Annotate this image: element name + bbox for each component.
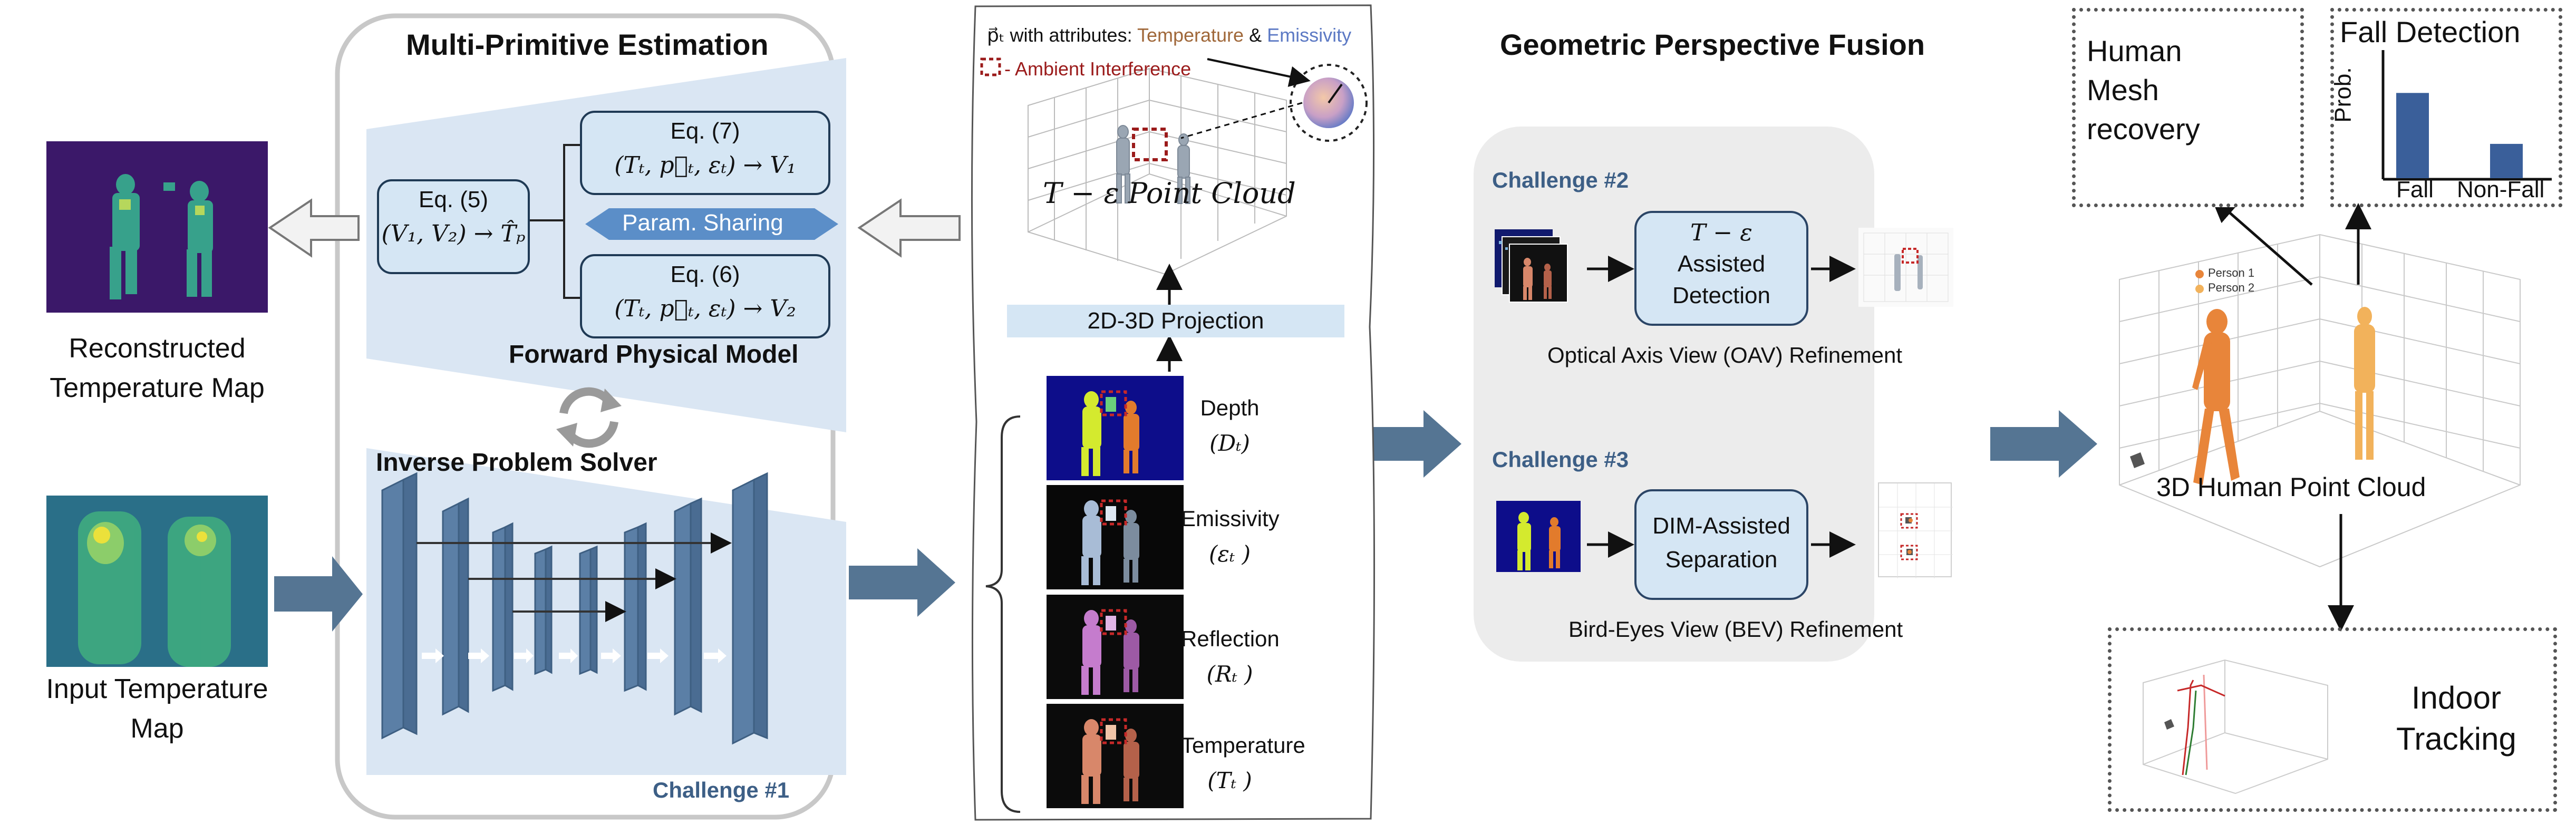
input-caption: Input Temperature Map bbox=[46, 674, 268, 744]
input-arrow-left bbox=[857, 198, 961, 258]
reflection-thumb bbox=[1047, 595, 1184, 699]
fall-xlabel-fall: Fall bbox=[2396, 177, 2434, 202]
network-to-modalities-arrow bbox=[849, 548, 955, 617]
te-point-cloud-plot bbox=[1028, 67, 1287, 275]
temperature-name: Temperature bbox=[1181, 733, 1305, 758]
legend-emissivity: Emissivity bbox=[1267, 24, 1352, 46]
fall-title: Fall Detection bbox=[2340, 15, 2521, 49]
gpf-title: Geometric Perspective Fusion bbox=[1500, 28, 1925, 61]
projection-label: 2D-3D Projection bbox=[1087, 308, 1264, 334]
oav-result-thumb bbox=[1858, 228, 1953, 307]
projection-box: 2D-3D Projection bbox=[1007, 305, 1344, 337]
eq5-box: Eq. (5) (V₁, V₂) → T̂ₚ bbox=[377, 179, 530, 274]
temperature-thumb bbox=[1047, 704, 1184, 808]
te-point-cloud-people bbox=[1116, 125, 1190, 204]
dim-line2: Separation bbox=[1665, 546, 1778, 573]
fall-bar-non-fall bbox=[2490, 143, 2523, 178]
human-point-cloud-plot bbox=[2119, 234, 2521, 568]
reflection-name: Reflection bbox=[1181, 626, 1280, 651]
challenge3-label: Challenge #3 bbox=[1492, 447, 1629, 472]
depth-label: Depth (Dₜ) bbox=[1181, 390, 1279, 461]
emissivity-symbol: (εₜ ) bbox=[1208, 541, 1251, 567]
param-sharing-label: Param. Sharing bbox=[622, 210, 783, 236]
input-temperature-map bbox=[46, 496, 268, 667]
reconstructed-temperature-map bbox=[46, 141, 268, 313]
hmr-panel bbox=[2072, 8, 2304, 207]
person1-point-cloud bbox=[2192, 309, 2240, 485]
eq7-box: Eq. (7) (Tₜ, p⃗ₜ, εₜ) → V₁ bbox=[580, 111, 830, 195]
tracking-label: Indoor Tracking bbox=[2396, 680, 2516, 757]
emissivity-thumb bbox=[1047, 485, 1184, 589]
reconstructed-caption: Reconstructed Temperature Map bbox=[50, 333, 265, 404]
eq5-formula: (V₁, V₂) → T̂ₚ bbox=[381, 220, 526, 247]
te-detection-line3: Detection bbox=[1672, 282, 1770, 308]
pc3d-label: 3D Human Point Cloud bbox=[2156, 472, 2426, 502]
person2-point-cloud bbox=[2354, 307, 2375, 460]
bev-input-thumb bbox=[1496, 501, 1581, 572]
eq6-box: Eq. (6) (Tₜ, p⃗ₜ, εₜ) → V₂ bbox=[580, 254, 830, 338]
legend-amp: & bbox=[1249, 24, 1262, 46]
reflection-symbol: (Rₜ ) bbox=[1206, 661, 1253, 687]
challenge1-label: Challenge #1 bbox=[653, 778, 790, 802]
te-detection-line2: Assisted bbox=[1677, 251, 1766, 277]
depth-name: Depth bbox=[1200, 395, 1260, 420]
param-sharing-arrow bbox=[585, 208, 838, 240]
oav-stack-thumb bbox=[1495, 229, 1574, 308]
zoom-circle bbox=[1290, 64, 1368, 142]
fall-panel bbox=[2330, 8, 2562, 207]
fall-chart-bars bbox=[2396, 93, 2523, 178]
equation-bracket bbox=[527, 144, 580, 299]
bev-result-thumb bbox=[1878, 482, 1953, 578]
forward-flow-arrows bbox=[422, 648, 727, 663]
person2-legend: Person 2 bbox=[2208, 281, 2255, 294]
tracking-panel bbox=[2108, 627, 2557, 812]
ambient-legend-box bbox=[980, 57, 1001, 76]
network-slabs bbox=[381, 472, 768, 745]
eq7-title: Eq. (7) bbox=[670, 118, 740, 144]
temperature-symbol: (Tₜ ) bbox=[1207, 768, 1252, 794]
to-fusion-arrow bbox=[1355, 410, 1461, 478]
forward-model-label: Forward Physical Model bbox=[509, 341, 799, 369]
mpe-title: Multi-Primitive Estimation bbox=[406, 28, 769, 61]
point-cloud-text: T − ε Point Cloud bbox=[1043, 177, 1296, 210]
input-to-network-arrow bbox=[274, 556, 363, 632]
eq7-formula: (Tₜ, p⃗ₜ, εₜ) → V₁ bbox=[614, 152, 796, 179]
hmr-label: Human Mesh recovery bbox=[2087, 34, 2200, 146]
cycle-icon bbox=[556, 387, 622, 448]
dim-separation-box: DIM-Assisted Separation bbox=[1634, 489, 1808, 600]
oav-caption: Optical Axis View (OAV) Refinement bbox=[1547, 343, 1903, 367]
legend-temperature: Temperature bbox=[1137, 24, 1244, 46]
tracking-trajectories bbox=[2177, 674, 2225, 775]
bev-caption: Bird-Eyes View (BEV) Refinement bbox=[1568, 617, 1903, 642]
temperature-label: Temperature (Tₜ ) bbox=[1181, 728, 1305, 798]
fall-ylabel: Prob. bbox=[2330, 67, 2356, 123]
depth-symbol: (Dₜ) bbox=[1209, 430, 1250, 457]
emissivity-label: Emissivity (εₜ ) bbox=[1181, 501, 1280, 571]
legend-pt: p⃗ₜ with attributes: bbox=[987, 24, 1132, 46]
eq6-formula: (Tₜ, p⃗ₜ, εₜ) → V₂ bbox=[614, 295, 796, 322]
challenge2-label: Challenge #2 bbox=[1492, 168, 1629, 192]
legend-ambient: - Ambient Interference bbox=[1004, 58, 1192, 80]
eq5-title: Eq. (5) bbox=[418, 187, 489, 212]
skip-connections bbox=[417, 532, 732, 622]
fall-bar-fall bbox=[2396, 93, 2429, 178]
reflection-label: Reflection (Rₜ ) bbox=[1181, 621, 1280, 692]
output-arrow-left bbox=[268, 198, 360, 258]
ambient-box-plot bbox=[1132, 128, 1168, 161]
te-detection-line1: T − ε bbox=[1690, 219, 1752, 246]
depth-thumb bbox=[1047, 376, 1184, 480]
to-pointcloud-arrow bbox=[1990, 410, 2097, 478]
eq6-title: Eq. (6) bbox=[670, 261, 740, 287]
te-detection-box: T − ε Assisted Detection bbox=[1634, 211, 1808, 326]
point-cloud-label: T − ε Point Cloud bbox=[1043, 177, 1296, 210]
person1-legend: Person 1 bbox=[2208, 266, 2255, 279]
legend-pt-line: p⃗ₜ with attributes: Temperature & Emiss… bbox=[987, 24, 1351, 46]
emissivity-name: Emissivity bbox=[1181, 506, 1280, 531]
fall-xlabel-nonfall: Non-Fall bbox=[2457, 177, 2545, 202]
tracking-plot bbox=[2143, 659, 2328, 794]
dim-line1: DIM-Assisted bbox=[1652, 513, 1790, 539]
modality-brace bbox=[985, 415, 1021, 813]
inverse-solver-label: Inverse Problem Solver bbox=[376, 449, 657, 477]
